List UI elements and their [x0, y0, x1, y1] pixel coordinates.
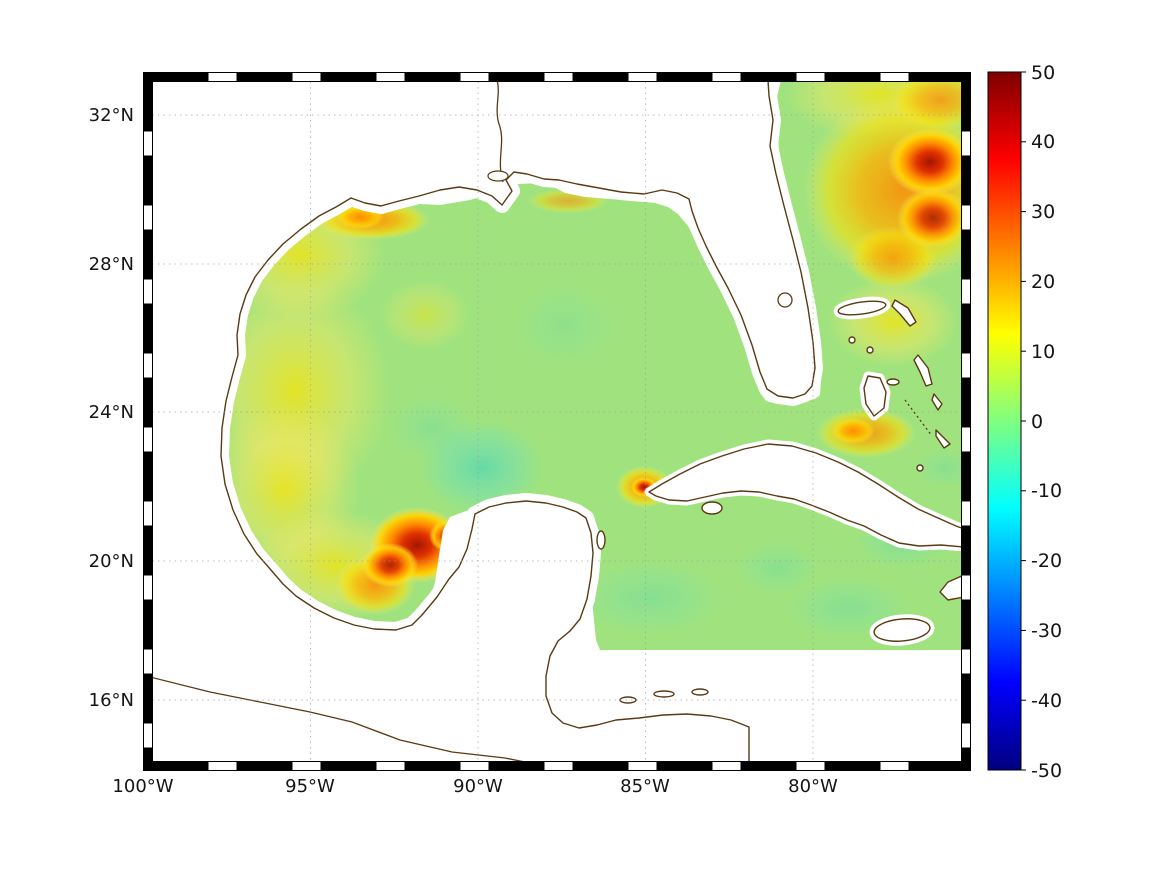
x-tick-label: 100°W: [112, 776, 173, 797]
colorbar-tick-label: 0: [1031, 411, 1043, 433]
colorbar-gradient: [987, 71, 1022, 771]
y-axis-ticks: 32°N 28°N 24°N 20°N 16°N: [89, 105, 134, 711]
isla-juventud: [701, 501, 723, 515]
pacific-coastline: [152, 676, 526, 762]
colorbar-tick-label: -40: [1031, 690, 1062, 712]
colorbar-tick-label: 20: [1031, 271, 1055, 293]
lake-pontchartrain: [487, 170, 509, 182]
colorbar-ticks: 50 40 30 20 10 0 -10 -20 -30 -40 -50: [1031, 62, 1062, 782]
y-tick-label: 24°N: [89, 402, 134, 423]
colorbar-tickmarks: [1021, 71, 1026, 771]
colorbar-tick-label: 30: [1031, 201, 1055, 223]
y-tick-label: 20°N: [89, 551, 134, 572]
colorbar-tick-label: -10: [1031, 480, 1062, 502]
x-tick-label: 90°W: [453, 776, 503, 797]
colorbar-tick-label: 10: [1031, 341, 1055, 363]
colorbar-tick-label: -20: [1031, 550, 1062, 572]
colorbar-tick-label: -50: [1031, 760, 1062, 782]
lake-okeechobee: [777, 292, 793, 308]
cuba-coastline: [648, 443, 962, 548]
y-tick-label: 32°N: [89, 105, 134, 126]
colorbar-tick-label: 40: [1031, 131, 1055, 153]
grid: [152, 81, 962, 762]
colorbar: 50 40 30 20 10 0 -10 -20 -30 -40 -50: [987, 62, 1062, 782]
y-tick-label: 28°N: [89, 254, 134, 275]
x-axis-ticks: 100°W 95°W 90°W 85°W 80°W: [112, 776, 838, 797]
mississippi-river: [496, 81, 504, 183]
x-tick-label: 80°W: [788, 776, 838, 797]
colorbar-tick-label: -30: [1031, 620, 1062, 642]
map-plot-area: [152, 81, 962, 762]
x-tick-label: 85°W: [620, 776, 670, 797]
x-tick-label: 95°W: [285, 776, 335, 797]
map-frame: [143, 72, 971, 771]
coastlines: [152, 81, 962, 762]
y-tick-label: 16°N: [89, 690, 134, 711]
hispaniola-tip: [939, 575, 962, 601]
bahamas-islands: [833, 296, 951, 472]
cozumel-island: [596, 530, 606, 550]
jamaica-island: [869, 614, 935, 646]
colorbar-tick-label: 50: [1031, 62, 1055, 84]
bay-islands: [619, 688, 709, 704]
